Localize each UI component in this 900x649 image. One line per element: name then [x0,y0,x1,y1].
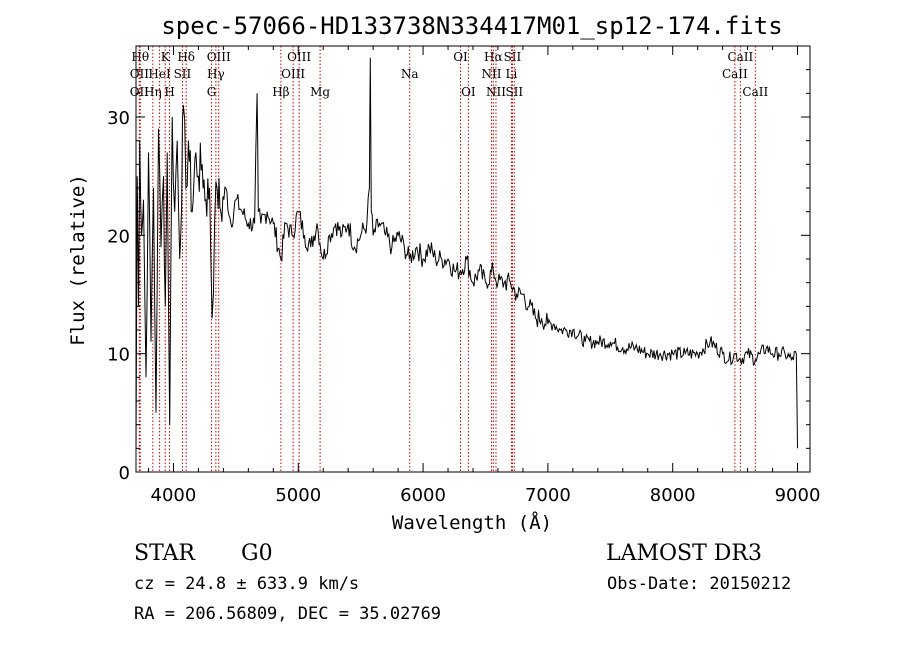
y-tick-label: 0 [119,463,130,484]
class-label: STAR [134,541,195,566]
spectral-line-label: OI [453,50,468,64]
y-tick-label: 10 [107,345,130,366]
axes: 4000 5000 6000 7000 8000 9000 0 10 20 30 [107,46,820,506]
spectrum-series-line [135,57,798,449]
spectral-line-label: OIII [281,67,305,81]
plot-area [135,57,798,449]
spectral-line-label: Hβ [272,85,289,99]
survey-label: LAMOST DR3 [606,541,762,566]
spectral-line-label: Li [506,67,518,81]
spectral-line-label: Hη [144,85,162,99]
x-tick-label: 4000 [151,485,197,506]
spectral-line-label: K [161,50,171,64]
spectral-line-label: Hγ [207,67,225,81]
x-tick-label: 8000 [650,485,696,506]
y-tick-label: 30 [107,108,130,129]
spectral-line-label: CaII [722,67,748,81]
spectral-line-label: NII [481,67,501,81]
spectral-line-label: OIII [287,50,311,64]
spectral-line-label: CaII [742,85,768,99]
spectral-line-label: Mg [310,85,330,99]
coordinates-text: RA = 206.56809, DEC = 35.02769 [134,604,442,624]
spectral-line-label: SII [174,67,192,81]
x-axis-label: Wavelength (Å) [392,511,552,534]
y-tick-label: 20 [107,226,130,247]
x-tick-label: 5000 [275,485,321,506]
spectral-line-label: Hθ [131,50,149,64]
x-tick-label: 6000 [400,485,446,506]
plot-frame [135,45,811,473]
spectral-line-label: NII [486,85,506,99]
x-tick-label: 7000 [525,485,571,506]
y-axis-label: Flux (relative) [67,174,89,346]
spectral-line-label: SII [505,85,523,99]
spectral-line-label: H [164,85,174,99]
obs-date-text: Obs-Date: 20150212 [607,574,792,594]
spectral-line-label: Hδ [177,50,195,64]
redshift-text: cz = 24.8 ± 633.9 km/s [134,574,360,594]
spectral-line-label: Hα [484,50,503,64]
spectral-line-label: Na [401,67,419,81]
x-tick-label: 9000 [775,485,821,506]
spectral-line-label: OII [130,85,150,99]
spectral-line-label: SII [504,50,522,64]
spectral-line-label: HeI [148,67,171,81]
spectral-line-label: G [207,85,217,99]
spectral-line-label: CaII [727,50,753,64]
chart-title: spec-57066-HD133738N334417M01_sp12-174.f… [161,12,782,40]
spectral-line-label: OIII [207,50,231,64]
subclass-label: G0 [241,541,273,566]
spectral-line-label: OI [461,85,476,99]
